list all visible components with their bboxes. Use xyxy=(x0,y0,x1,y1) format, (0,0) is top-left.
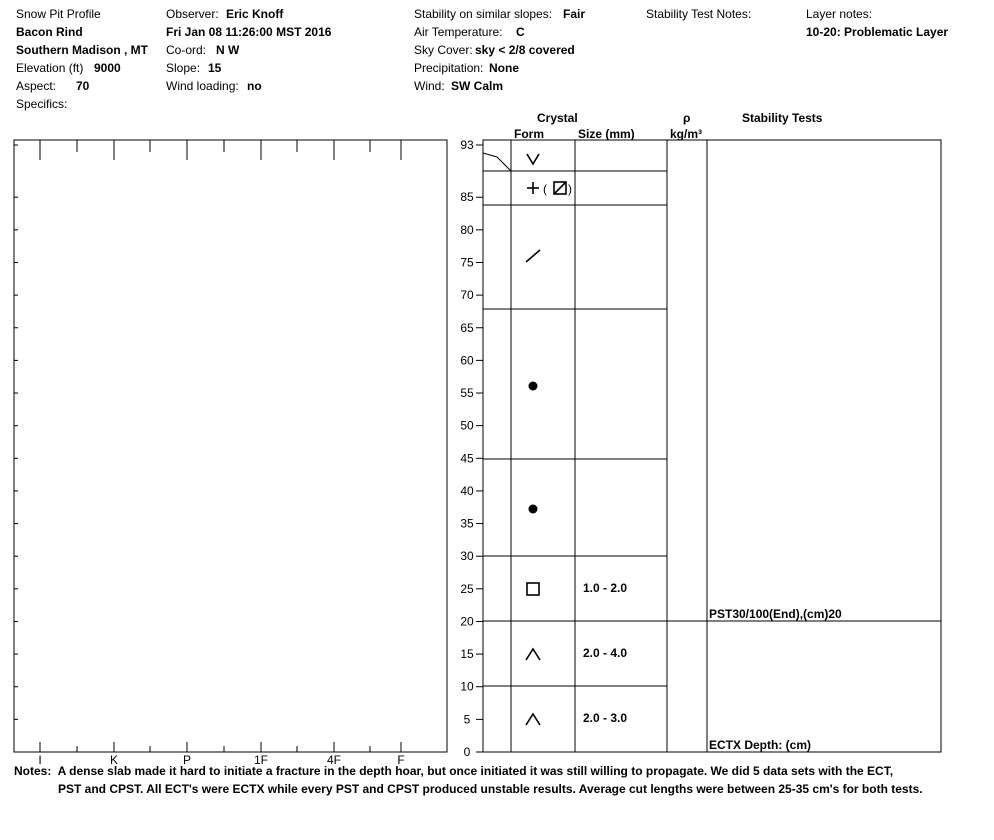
depth-hoar-icon xyxy=(525,647,541,661)
elevation-label: Elevation (ft) xyxy=(16,61,84,75)
depth-tick-label: 70 xyxy=(460,288,474,302)
observer-label: Observer: xyxy=(166,7,219,21)
notes-line-2: PST and CPST. All ECT's were ECTX while … xyxy=(58,782,923,796)
crystal-size-label: 2.0 - 3.0 xyxy=(583,711,627,725)
surface-hoar-icon xyxy=(526,153,540,166)
crystal-header: Crystal xyxy=(537,111,578,125)
wind-loading-value: no xyxy=(247,79,262,93)
depth-tick-label: 25 xyxy=(460,582,474,596)
crystal-size-label: 1.0 - 2.0 xyxy=(583,581,627,595)
depth-tick-label: 85 xyxy=(460,190,474,204)
size-header: Size (mm) xyxy=(578,127,635,141)
crystal-table: () 2.0 - 3.0 2.0 - 4.0 1.0 - 2.0 PST30/100(E… xyxy=(482,139,942,753)
stability-value: Fair xyxy=(563,7,586,21)
faceted-crystal-icon xyxy=(526,582,540,596)
paren-close-icon: ) xyxy=(568,182,572,196)
air-temp-value: C xyxy=(516,25,525,39)
coord-value: N W xyxy=(216,43,240,57)
hardness-tick-label: P xyxy=(183,753,191,767)
form-header: Form xyxy=(514,127,544,141)
location: Bacon Rind xyxy=(16,25,83,39)
density-symbol-header: ρ xyxy=(683,111,691,125)
notes-line-1: Notes: A dense slab made it hard to init… xyxy=(14,763,893,780)
rounded-grain-icon xyxy=(528,381,538,391)
depth-tick-label: 80 xyxy=(460,223,474,237)
depth-tick-label: 20 xyxy=(460,614,474,628)
depth-tick-label: 45 xyxy=(460,451,474,465)
depth-tick-label: 75 xyxy=(460,255,474,269)
depth-tick-label: 40 xyxy=(460,484,474,498)
depth-tick-label: 55 xyxy=(460,386,474,400)
precip-value: None xyxy=(489,61,519,75)
wind-value: SW Calm xyxy=(451,79,504,93)
depth-tick-label: 10 xyxy=(460,680,474,694)
notes-label: Notes: xyxy=(14,764,52,778)
title: Snow Pit Profile xyxy=(16,7,101,21)
depth-tick-label: 50 xyxy=(460,419,474,433)
depth-tick-label: 30 xyxy=(460,549,474,563)
observation-date: Fri Jan 08 11:26:00 MST 2016 xyxy=(166,25,332,39)
sky-value: sky < 2/8 covered xyxy=(475,43,575,57)
hardness-plot-frame xyxy=(13,139,448,753)
sky-label: Sky Cover: xyxy=(414,43,473,57)
density-unit-header: kg/m³ xyxy=(670,127,703,141)
stability-tests-header: Stability Tests xyxy=(742,111,823,125)
faceted-crystal-icon xyxy=(553,181,567,195)
table-frame xyxy=(482,139,942,753)
depth-tick-label: 15 xyxy=(460,647,474,661)
depth-tick-label: 5 xyxy=(464,712,471,726)
slash-icon xyxy=(554,182,566,194)
elevation-value: 9000 xyxy=(94,61,121,75)
specifics-label: Specifics: xyxy=(16,97,68,111)
decomposing-particle-icon xyxy=(525,249,541,263)
hardness-tick-label: F xyxy=(397,753,404,767)
depth-tick-label: 60 xyxy=(460,353,474,367)
layer-notes-value: 10-20: Problematic Layer xyxy=(806,25,949,39)
slope-label: Slope: xyxy=(166,61,201,75)
hardness-tick-label: K xyxy=(110,753,118,767)
slope-value: 15 xyxy=(208,61,222,75)
notes-text-1: A dense slab made it hard to initiate a … xyxy=(57,764,894,778)
depth-tick-label: 93 xyxy=(460,138,474,152)
paren-open-icon: ( xyxy=(543,182,547,196)
depth-tick-label: 0 xyxy=(464,745,471,759)
crystal-size-label: 2.0 - 4.0 xyxy=(583,646,627,660)
region: Southern Madison , MT xyxy=(16,43,148,57)
air-temp-label: Air Temperature: xyxy=(414,25,503,39)
aspect-value: 70 xyxy=(76,79,90,93)
chart-axes: I K P 1F 4F F 0 5 10 15 20 25 30 35 40 45 50 55 60 65 70 75 80… xyxy=(13,138,484,767)
stability-test-notes-label: Stability Test Notes: xyxy=(646,7,752,21)
wind-loading-label: Wind loading: xyxy=(166,79,239,93)
rounded-grain-icon xyxy=(528,504,538,514)
hardness-tick-label: I xyxy=(38,753,41,767)
stability-test-label: ECTX Depth: (cm) xyxy=(709,738,811,752)
depth-hoar-icon xyxy=(525,712,541,726)
layer-notes-label: Layer notes: xyxy=(806,7,873,21)
hardness-tick-label: 4F xyxy=(327,753,341,767)
coord-label: Co-ord: xyxy=(166,43,207,57)
stability-label: Stability on similar slopes: xyxy=(414,7,553,21)
depth-tick-label: 35 xyxy=(460,517,474,531)
precip-label: Precipitation: xyxy=(414,61,484,75)
depth-tick-label: 65 xyxy=(460,321,474,335)
hardness-tick-label: 1F xyxy=(254,753,268,767)
layer-connector xyxy=(482,152,512,172)
wind-label: Wind: xyxy=(414,79,445,93)
aspect-label: Aspect: xyxy=(16,79,57,93)
observer-value: Eric Knoff xyxy=(226,7,284,21)
stability-test-label: PST30/100(End),(cm)20 xyxy=(709,607,842,621)
